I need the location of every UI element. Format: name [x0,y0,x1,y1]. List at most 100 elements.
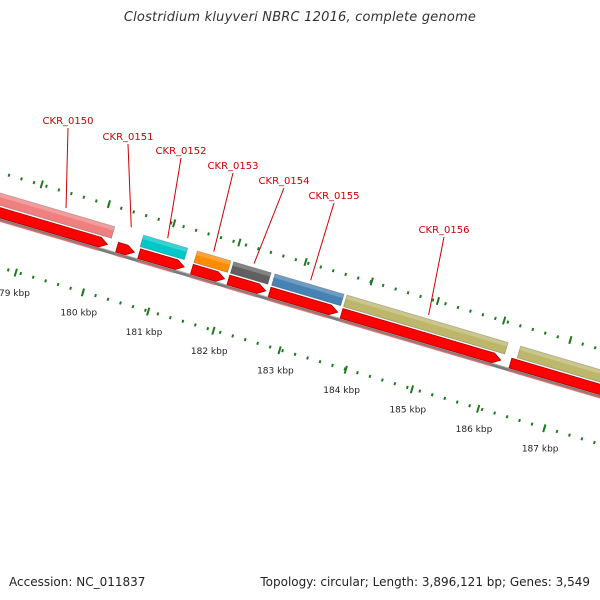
tick-dot [243,337,247,342]
gene-label[interactable]: CKR_0150 [43,116,94,127]
tick-dot [469,309,472,313]
cds-arrow[interactable] [189,263,226,286]
tick-dot [530,422,534,426]
tick-dot [368,374,372,379]
major-tick [106,200,112,209]
tick-dot [369,280,373,284]
tick-label: 181 kbp [126,328,163,338]
tick-dot [556,335,560,339]
tick-dot [380,378,384,382]
tick-label: 185 kbp [389,406,426,416]
major-tick [568,335,573,345]
tick-dot [119,206,123,210]
major-tick [476,404,481,413]
gene-label[interactable]: CKR_0151 [103,132,154,143]
gene-bar[interactable] [0,189,116,239]
tick-dot [194,228,198,233]
major-tick [409,385,415,394]
tick-dot [69,286,72,290]
gene-bar[interactable] [139,234,189,261]
cds-arrow[interactable] [507,357,600,400]
gene-label[interactable]: CKR_0153 [208,161,259,172]
tick-dot [431,298,435,302]
tick-dot [106,297,110,301]
tick-dot [169,221,173,225]
tick-dot [7,173,11,177]
tick-dot [444,302,447,306]
tick-dot [518,324,522,328]
tick-dot [581,342,585,346]
tick-dot [543,331,547,335]
tick-dot [45,184,48,188]
label-leader-line [213,172,234,252]
label-leader-line [167,157,182,239]
gene-label[interactable]: CKR_0152 [156,146,207,157]
major-tick [211,326,216,335]
cds-arrows [0,203,600,400]
tick-dot [94,293,97,298]
label-leader-line [310,202,335,281]
tick-dot [393,381,397,386]
tick-dot [456,305,460,310]
tick-dot [157,217,161,222]
major-tick [369,277,374,286]
feature-bars [0,189,600,398]
tick-dot [231,334,235,338]
tick-dot [356,276,360,280]
label-leader-line [428,236,445,316]
gene-label[interactable]: CKR_0154 [259,176,310,187]
tick-dot [405,385,409,390]
tick-dot [443,396,447,401]
tick-label: 182 kbp [191,347,228,357]
gene-bar[interactable] [193,250,232,273]
cds-arrow[interactable] [225,274,267,298]
tick-dot [232,239,235,244]
gene-bar[interactable] [343,294,509,355]
gene-label[interactable]: CKR_0155 [309,191,360,202]
major-tick [80,288,86,297]
tick-dot [506,320,510,324]
cds-arrow[interactable] [114,241,136,259]
major-tick [542,424,547,433]
cds-arrow[interactable] [0,203,109,251]
tick-dot [132,210,136,214]
cds-arrow[interactable] [267,286,339,319]
gene-label[interactable]: CKR_0156 [419,225,470,236]
tick-dot [281,254,285,258]
map-title: Clostridium kluyveri NBRC 12016, complet… [123,10,477,25]
tick-dot [32,180,36,185]
tick-dot [131,304,135,309]
tick-dot [306,356,309,360]
gene-bar[interactable] [516,345,600,398]
tick-dot [156,312,160,316]
tick-dot [518,418,521,423]
tick-dot [343,367,347,371]
major-tick [237,238,242,247]
tick-dot [268,345,272,349]
tick-dot [381,283,385,288]
major-tick [435,296,441,306]
gene-bar[interactable] [271,273,345,307]
gene-bar[interactable] [229,261,272,285]
tick-dot [181,319,185,323]
tick-dot [257,246,260,251]
major-tick [172,219,177,228]
cds-arrow[interactable] [136,248,185,274]
tick-dot [331,268,335,273]
tick-dot [206,326,210,331]
tick-dot [344,272,348,277]
tick-dot [119,301,122,305]
tick-dot [281,348,284,353]
major-tick [146,307,151,316]
tick-label: 183 kbp [257,367,294,377]
tick-dot [56,282,60,287]
tick-dot [455,400,459,404]
tick-dot [294,257,298,262]
tick-label: 186 kbp [456,425,493,435]
tick-dot [144,308,147,312]
tick-dot [20,177,23,181]
tick-label: 179 kbp [0,289,30,299]
accession-text: Accession: NC_011837 [9,575,146,589]
cds-arrow[interactable] [339,307,502,367]
tick-dot [244,243,248,247]
